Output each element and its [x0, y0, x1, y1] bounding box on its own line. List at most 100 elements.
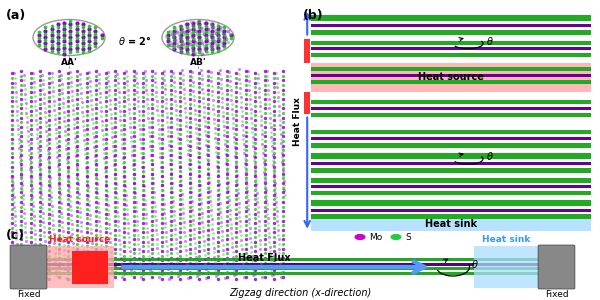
Point [11, 94, 20, 99]
Text: AB': AB' [190, 58, 206, 67]
Point [218, 247, 228, 252]
Point [191, 264, 201, 269]
Point [209, 121, 219, 126]
Point [269, 99, 278, 104]
Bar [311, 136, 591, 140]
Point [253, 209, 263, 214]
Point [54, 111, 64, 116]
Point [44, 262, 54, 267]
Point [185, 209, 194, 214]
Point [176, 225, 185, 230]
Point [187, 45, 197, 50]
Point [73, 204, 82, 209]
Point [26, 118, 35, 122]
Point [23, 267, 33, 272]
Point [248, 130, 257, 135]
Point [203, 111, 213, 116]
Point [112, 195, 121, 200]
Point [13, 256, 23, 260]
Point [44, 244, 54, 249]
Point [248, 134, 257, 139]
Point [101, 174, 110, 178]
Point [40, 110, 50, 115]
Point [91, 195, 101, 200]
Point [157, 192, 166, 197]
Point [272, 214, 281, 218]
Point [238, 128, 248, 132]
Point [30, 227, 40, 232]
Point [54, 265, 64, 270]
Point [164, 143, 174, 148]
Point [35, 139, 45, 143]
Point [17, 188, 27, 192]
Point [177, 38, 187, 43]
Point [189, 98, 199, 103]
Point [194, 220, 204, 225]
Point [260, 78, 269, 82]
Point [271, 204, 281, 209]
Point [67, 84, 76, 88]
Point [73, 157, 82, 162]
Point [64, 175, 73, 180]
Point [223, 78, 232, 82]
Point [191, 40, 200, 44]
Point [119, 103, 129, 108]
Point [91, 214, 101, 218]
Point [213, 132, 223, 136]
Point [213, 239, 223, 244]
Point [218, 118, 228, 123]
Point [216, 81, 226, 86]
Point [32, 127, 41, 131]
Point [84, 203, 94, 208]
Point [82, 127, 92, 132]
Point [198, 29, 208, 34]
Point [157, 206, 166, 211]
Point [26, 176, 36, 181]
Point [98, 275, 108, 280]
Point [204, 175, 214, 180]
Point [278, 120, 288, 125]
Point [157, 146, 166, 151]
Point [239, 270, 248, 275]
Point [148, 97, 157, 101]
Point [194, 178, 204, 183]
Point [129, 92, 139, 97]
Point [250, 192, 260, 197]
Point [100, 165, 110, 170]
Point [184, 28, 194, 32]
Point [275, 256, 284, 260]
Point [157, 122, 166, 127]
Point [66, 208, 76, 213]
Point [148, 167, 157, 172]
Point [194, 136, 204, 141]
Point [73, 214, 82, 218]
Point [73, 82, 82, 87]
Point [53, 31, 63, 36]
Point [26, 178, 35, 183]
Point [233, 196, 243, 200]
Point [203, 157, 213, 162]
Point [145, 267, 154, 272]
Point [194, 34, 204, 39]
Point [56, 72, 66, 77]
Point [98, 142, 108, 146]
Point [124, 97, 133, 102]
Point [262, 202, 272, 207]
Point [241, 237, 251, 242]
Point [204, 180, 214, 184]
Point [227, 111, 237, 116]
Point [26, 94, 35, 99]
Point [241, 124, 251, 129]
Point [119, 113, 129, 118]
Point [241, 139, 251, 143]
Point [232, 76, 241, 80]
Point [53, 50, 63, 55]
Point [166, 124, 176, 129]
Point [275, 122, 284, 127]
Point [10, 85, 20, 90]
Point [143, 235, 152, 239]
Point [161, 234, 171, 239]
Point [232, 258, 241, 263]
Point [73, 270, 82, 274]
Point [64, 183, 73, 188]
